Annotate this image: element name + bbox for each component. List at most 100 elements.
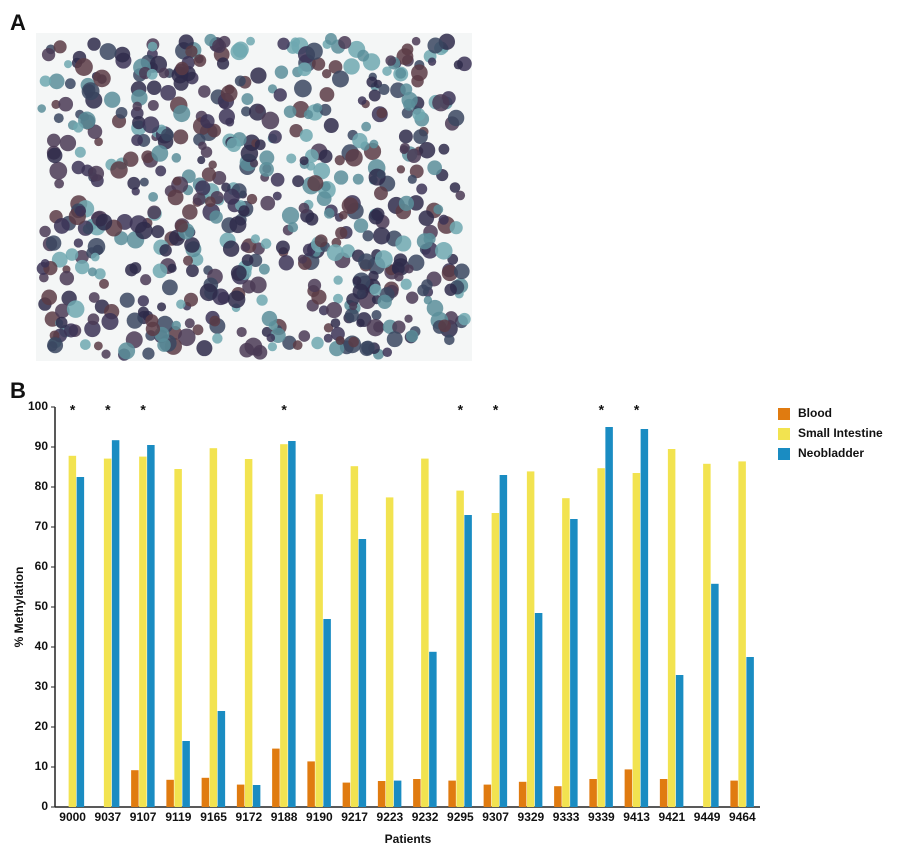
cell: [79, 339, 91, 350]
cell: [93, 69, 111, 88]
bar: [667, 449, 676, 807]
cell: [118, 342, 136, 360]
bar: [280, 444, 288, 807]
cell: [321, 181, 331, 192]
cell: [292, 175, 305, 188]
cell: [433, 204, 444, 215]
bar: [272, 748, 280, 807]
cell: [225, 117, 235, 127]
cell: [147, 41, 158, 52]
panel-label: B: [10, 378, 26, 403]
cell: [94, 137, 103, 147]
cell: [140, 274, 152, 286]
cell: [323, 118, 339, 134]
cell: [270, 172, 285, 187]
cell: [277, 37, 290, 50]
cell: [261, 310, 278, 327]
cell: [126, 312, 143, 329]
cell: [297, 254, 307, 264]
cell: [171, 153, 182, 163]
cell: [335, 226, 348, 240]
cell: [305, 42, 323, 60]
cell: [88, 165, 105, 182]
cell: [371, 207, 385, 221]
cell: [137, 295, 149, 307]
significance-marker: *: [140, 402, 146, 418]
y-tick-label: 80: [35, 479, 49, 493]
cell: [427, 160, 443, 176]
micrograph-cells: [36, 33, 472, 361]
cell: [400, 278, 412, 290]
bar: [111, 440, 120, 807]
cell: [131, 89, 148, 106]
cell: [94, 268, 106, 280]
cell: [298, 330, 311, 342]
cell: [63, 60, 73, 69]
cell: [186, 264, 199, 278]
bar: [675, 675, 684, 807]
cell: [254, 139, 266, 151]
cell: [341, 244, 355, 258]
cell: [234, 75, 246, 87]
cell: [305, 212, 319, 226]
cell: [392, 320, 406, 334]
cell: [261, 111, 280, 130]
cell: [283, 105, 297, 119]
bar: [570, 519, 578, 807]
cell: [75, 259, 90, 275]
cell: [209, 315, 221, 327]
cell: [162, 279, 178, 296]
cell: [41, 47, 56, 62]
cell: [319, 87, 335, 102]
cell: [45, 235, 62, 251]
cell: [352, 276, 362, 286]
bar: [448, 780, 456, 807]
cell: [281, 206, 300, 225]
cell: [196, 340, 213, 357]
cell: [197, 156, 206, 165]
cell: [286, 153, 297, 164]
cell: [358, 253, 375, 270]
bar: [632, 473, 641, 807]
cell: [132, 115, 146, 130]
cell: [223, 188, 240, 205]
cell: [198, 141, 207, 151]
cell: [282, 335, 297, 350]
bar: [217, 711, 226, 807]
cell: [230, 265, 247, 281]
cell: [167, 263, 177, 273]
cell: [441, 264, 459, 282]
cell: [139, 177, 149, 187]
cell: [208, 160, 217, 169]
cell: [316, 191, 332, 207]
cell: [148, 191, 159, 202]
cell: [172, 176, 182, 186]
bar: [201, 777, 210, 807]
cell: [75, 205, 87, 217]
cell: [416, 183, 428, 195]
bar: [738, 461, 746, 807]
cell: [447, 109, 465, 127]
cell: [37, 104, 47, 113]
cell: [229, 216, 247, 234]
cell: [198, 85, 211, 98]
cell: [307, 175, 324, 192]
x-tick-label: 9421: [659, 810, 686, 824]
x-tick-label: 9339: [588, 810, 615, 824]
cell: [142, 347, 155, 360]
cell: [356, 318, 365, 328]
x-tick-label: 9295: [447, 810, 474, 824]
bar: [385, 497, 394, 807]
cell: [273, 88, 287, 102]
bar: [68, 455, 77, 807]
cell: [297, 62, 312, 77]
cell: [454, 263, 470, 280]
cell: [267, 342, 278, 352]
cell: [352, 173, 364, 185]
cell: [427, 57, 437, 66]
x-tick-label: 9464: [729, 810, 756, 824]
cell: [147, 99, 159, 111]
cell: [74, 146, 86, 158]
significance-marker: *: [493, 402, 499, 418]
bar: [746, 657, 754, 807]
